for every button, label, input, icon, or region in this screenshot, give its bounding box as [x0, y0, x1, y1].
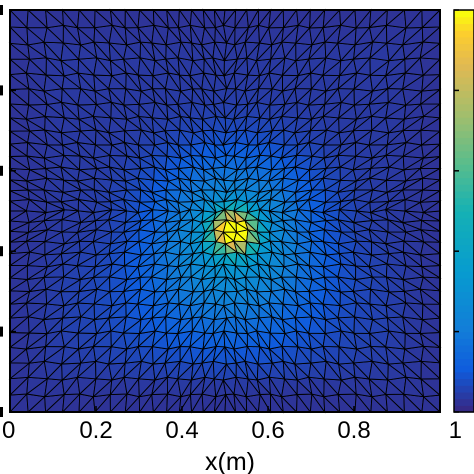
- colorbar-segment: [454, 10, 474, 18]
- colorbar-segment: [454, 77, 474, 85]
- colorbar-segment: [454, 217, 474, 225]
- colorbar-segment: [454, 36, 474, 45]
- colorbar-segment: [454, 291, 474, 299]
- colorbar-segment: [454, 123, 474, 132]
- colorbar-segment: [454, 351, 474, 359]
- colorbar-segment: [454, 318, 474, 326]
- colorbar-segment: [454, 211, 474, 219]
- x-axis-ticks: 0 0.2 0.4 0.6 0.8 1: [2, 406, 462, 444]
- colorbar-segment: [454, 117, 474, 125]
- colorbar-frame: [453, 9, 474, 413]
- x-tick-label: 0: [2, 417, 15, 444]
- colorbar-segment: [454, 150, 474, 158]
- colorbar-segment: [454, 331, 474, 339]
- y-tick-label-fragment: [0, 407, 3, 417]
- colorbar-segment: [454, 50, 474, 58]
- colorbar-segment: [454, 30, 474, 38]
- colorbar-segment: [454, 130, 474, 138]
- colorbar-segment: [454, 177, 474, 185]
- colorbar-segment: [454, 16, 474, 24]
- colorbar-segment: [454, 311, 474, 319]
- colorbar-segment: [454, 251, 474, 259]
- colorbar-segment: [454, 257, 474, 266]
- colorbar-segment: [454, 298, 474, 306]
- colorbar-segment: [454, 385, 474, 393]
- colorbar-segment: [454, 324, 474, 333]
- y-tick-label-fragment: [0, 5, 3, 15]
- colorbar-segment: [454, 70, 474, 78]
- colorbar-segment: [454, 56, 474, 65]
- colorbar-segment: [454, 271, 474, 279]
- colorbar-segment: [454, 398, 474, 406]
- y-tick-label-fragment: [0, 85, 3, 96]
- colorbar-segment: [454, 204, 474, 212]
- colorbar-segment: [454, 224, 474, 232]
- colorbar-segment: [454, 157, 474, 165]
- colorbar-segment: [454, 405, 474, 413]
- plot-frame: [9, 9, 441, 413]
- x-tick-label: 0.8: [337, 417, 370, 444]
- colorbar-segment: [454, 284, 474, 292]
- colorbar-segment: [454, 184, 474, 192]
- y-tick-label-fragment: [0, 326, 3, 337]
- colorbar-segment: [454, 391, 474, 400]
- colorbar-segment: [454, 144, 474, 152]
- colorbar-segment: [454, 63, 474, 71]
- colorbar-segment: [454, 345, 474, 353]
- colorbar-segment: [454, 237, 474, 246]
- x-tick-label: 0.4: [165, 417, 198, 444]
- colorbar-segment: [454, 365, 474, 373]
- colorbar-segment: [454, 23, 474, 31]
- x-axis-label: x(m): [205, 448, 255, 474]
- colorbar-segment: [454, 103, 474, 112]
- x-tick-label: 0.6: [251, 417, 284, 444]
- colorbar-segment: [454, 231, 474, 239]
- colorbar-segment: [454, 190, 474, 199]
- colorbar-segment: [454, 43, 474, 51]
- colorbar-segment: [454, 371, 474, 380]
- x-tick-label: 0.2: [79, 417, 112, 444]
- colorbar-segment: [454, 264, 474, 272]
- colorbar-segment: [454, 90, 474, 98]
- colorbar-segment: [454, 358, 474, 366]
- colorbar-segment: [454, 278, 474, 286]
- y-tick-label-fragment: [0, 246, 3, 257]
- colorbar-segment: [454, 164, 474, 172]
- colorbar: [453, 9, 474, 413]
- colorbar-segment: [454, 110, 474, 118]
- mesh-layer: [8, 8, 442, 414]
- colorbar-segment: [454, 83, 474, 91]
- colorbar-segment: [454, 244, 474, 252]
- colorbar-segment: [454, 97, 474, 105]
- y-tick-label-fragment: [0, 165, 3, 176]
- x-tick-label: 1: [449, 417, 462, 444]
- y-axis-ticks: [0, 5, 16, 417]
- colorbar-segment: [454, 338, 474, 346]
- colorbar-segment: [454, 170, 474, 179]
- colorbar-segment: [454, 197, 474, 205]
- colorbar-segment: [454, 137, 474, 145]
- colorbar-segment: [454, 378, 474, 386]
- colorbar-segment: [454, 304, 474, 313]
